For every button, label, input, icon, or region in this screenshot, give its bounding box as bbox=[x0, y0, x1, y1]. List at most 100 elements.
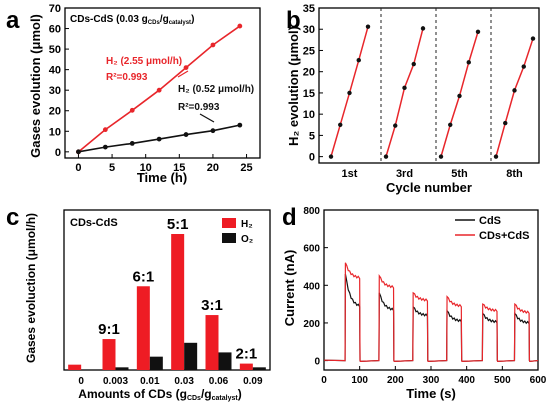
panel-d-xtick-label: 400 bbox=[458, 375, 475, 386]
panel-a-red-r2-label: R²=0.993 bbox=[106, 72, 148, 83]
panel-a-data-point bbox=[156, 87, 162, 93]
panel-c-category-label: 0.003 bbox=[103, 376, 128, 387]
panel-b-data-point bbox=[338, 122, 343, 127]
panel-a-xtick-label: 15 bbox=[173, 162, 185, 174]
panel-a-ytick-label: 10 bbox=[49, 126, 61, 138]
panel-b-ytick-label: 30 bbox=[303, 24, 315, 36]
panel-b-cycle-label: 1st bbox=[342, 168, 358, 180]
panel-a-xtick-label: 25 bbox=[240, 162, 252, 174]
panel-b-ytick-label: 5 bbox=[309, 130, 315, 142]
panel-a-black-rate-label: H₂ (0.52 μmol/h) bbox=[178, 84, 254, 95]
panel-a-xtick-label: 20 bbox=[207, 162, 219, 174]
panel-a-ytick-label: 60 bbox=[49, 24, 61, 36]
panel-a-annotation: CDs-CdS (0.03 gCDs/gcatalyst) bbox=[70, 14, 194, 26]
panel-c-legend-label: O₂ bbox=[241, 234, 253, 245]
panel-c-category-label: 0.01 bbox=[140, 376, 160, 387]
panel-c-legend-swatch bbox=[222, 218, 236, 228]
panel-c-ratio-label: 9:1 bbox=[98, 321, 120, 338]
panel-a-data-point bbox=[129, 141, 135, 146]
panel-b-ytick-label: 20 bbox=[303, 67, 315, 79]
panel-a-data-point bbox=[102, 144, 108, 150]
panel-c-o2-bar bbox=[252, 367, 266, 370]
panel-d-chart: Current (nA) Time (s) 0 100 200 300 400 500 60… bbox=[282, 206, 547, 401]
panel-a-data-point bbox=[129, 107, 135, 113]
panel-d-xtick-label: 300 bbox=[423, 375, 440, 386]
panel-c-o2-bar bbox=[115, 367, 129, 370]
panel-c-category-label: 0.09 bbox=[243, 376, 263, 387]
panel-a-xlabel: Time (h) bbox=[137, 170, 187, 185]
panel-c-h2-bar bbox=[68, 364, 82, 370]
panel-c-o2-bar bbox=[218, 352, 232, 370]
panel-b-ytick-label: 15 bbox=[303, 88, 315, 100]
panel-b-data-point bbox=[393, 123, 398, 128]
panel-a-red-rate-label: H₂ (2.55 μmol/h) bbox=[106, 56, 182, 67]
panel-a-ytick-label: 0 bbox=[55, 147, 61, 159]
panel-c-legend-swatch bbox=[222, 233, 236, 243]
panel-c-o2-bar bbox=[184, 342, 198, 370]
panel-a-data-point bbox=[76, 149, 81, 155]
panel-a-data-point bbox=[156, 136, 162, 142]
panel-d-series-cds-cds-line bbox=[323, 262, 539, 362]
panel-c-ylabel: Gases evoluction (μmol/h) bbox=[24, 213, 38, 363]
panel-c-category-label: 0.03 bbox=[174, 376, 194, 387]
panel-c-ratio-label: 5:1 bbox=[167, 216, 189, 233]
panel-c-frame bbox=[63, 209, 271, 371]
panel-a-xtick-label: 10 bbox=[140, 162, 152, 174]
panel-d-xtick-label: 600 bbox=[530, 375, 547, 386]
panel-d-legend-label: CDs+CdS bbox=[479, 230, 529, 242]
panel-b-data-point bbox=[383, 154, 389, 159]
panel-d-series-cds-line bbox=[323, 273, 539, 362]
panel-b-data-point bbox=[503, 120, 508, 126]
panel-a-ytick-label: 70 bbox=[49, 3, 61, 15]
panel-c-h2-bar bbox=[102, 339, 116, 370]
panel-c-annotation: CDs-CdS bbox=[70, 217, 118, 229]
panel-b-data-point bbox=[448, 122, 453, 127]
panel-b-ytick-label: 10 bbox=[303, 109, 315, 121]
panel-b-data-point bbox=[466, 60, 471, 65]
panel-c-h2-bar bbox=[205, 315, 219, 370]
panel-a-data-point bbox=[183, 65, 189, 70]
panel-d-xtick-label: 100 bbox=[351, 375, 368, 386]
panel-b-cycle-line bbox=[385, 28, 424, 157]
panel-b-ytick-label: 35 bbox=[303, 3, 315, 15]
panel-d-ytick-label: 400 bbox=[303, 281, 320, 292]
panel-d-ylabel: Current (nA) bbox=[282, 250, 297, 327]
panel-d-xlabel: Time (s) bbox=[406, 386, 456, 401]
panel-d-xtick-label: 200 bbox=[387, 375, 404, 386]
panel-b-data-point bbox=[402, 85, 407, 91]
panel-b-ylabel: H₂ evolution (μmol) bbox=[286, 26, 301, 146]
panel-c-category-label: 0 bbox=[78, 376, 84, 387]
panel-d-xtick-label: 0 bbox=[321, 375, 327, 386]
panel-b-data-point bbox=[493, 154, 499, 159]
panel-b-data-point bbox=[420, 26, 426, 31]
panel-c-h2-bar bbox=[239, 363, 253, 370]
panel-c-category-label: 0.06 bbox=[209, 376, 229, 387]
panel-a-ylabel: Gases evolution (μmol) bbox=[28, 14, 43, 158]
panel-c-xlabel: Amounts of CDs (gCDs/gcatalyst) bbox=[78, 387, 241, 402]
panel-a-ytick-label: 50 bbox=[49, 44, 61, 56]
panel-a-frame bbox=[64, 7, 261, 159]
panel-d-ytick-label: 200 bbox=[303, 319, 320, 330]
panel-a-data-point bbox=[102, 127, 108, 133]
panel-c-legend-label: H₂ bbox=[241, 219, 253, 230]
panel-a-xtick-label: 5 bbox=[109, 162, 115, 174]
panel-b-data-point bbox=[530, 36, 536, 41]
panel-c-o2-bar bbox=[149, 356, 163, 370]
panel-b-data-point bbox=[411, 61, 416, 67]
panel-letter-a: a bbox=[6, 7, 20, 34]
panel-a-data-point bbox=[183, 132, 189, 137]
panel-letter-b: b bbox=[286, 7, 301, 34]
panel-a-data-point bbox=[237, 122, 243, 128]
panel-b-data-point bbox=[328, 154, 334, 159]
panel-b-data-point bbox=[356, 58, 361, 63]
panel-a-data-point bbox=[210, 42, 216, 48]
panel-d-ytick-label: 800 bbox=[303, 206, 320, 217]
panel-a-data-point bbox=[210, 128, 216, 134]
panel-b-data-point bbox=[512, 88, 517, 93]
panel-c-h2-bar bbox=[171, 234, 185, 370]
panel-b-frame bbox=[318, 7, 540, 164]
panel-b-cycle-line bbox=[495, 38, 534, 157]
panel-b-data-point bbox=[347, 90, 352, 96]
panel-a-black-arrow bbox=[199, 113, 215, 123]
